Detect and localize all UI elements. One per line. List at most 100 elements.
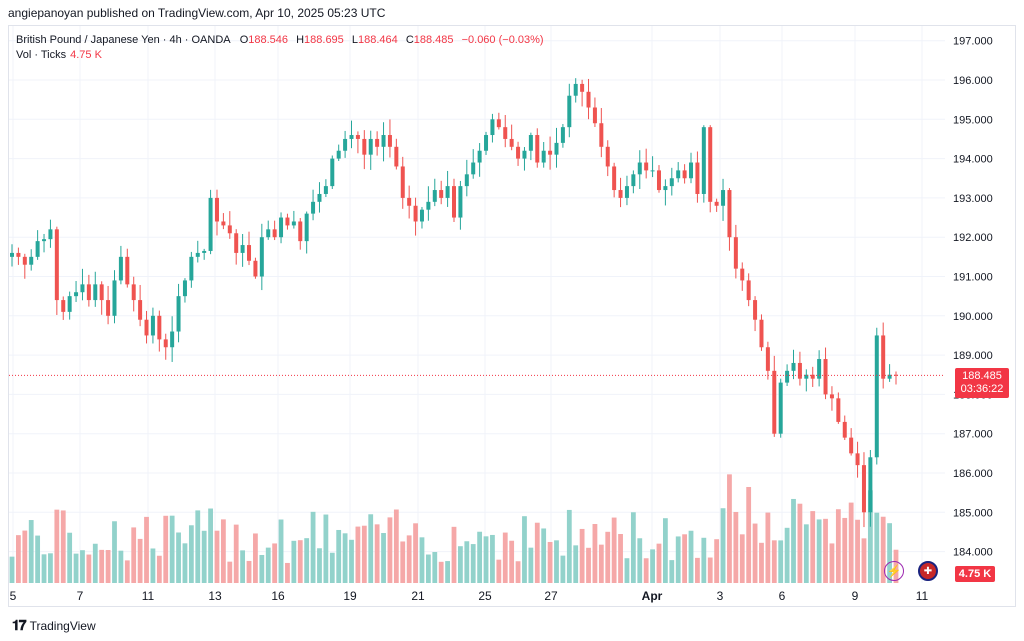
brand-label[interactable]: TradingView — [29, 618, 96, 633]
candle-body — [426, 201, 431, 210]
candle-body — [394, 146, 399, 167]
candle-body — [656, 170, 661, 191]
candle-body — [304, 213, 309, 242]
volume-bar — [880, 516, 886, 583]
volume-bar — [669, 560, 675, 583]
candle-body — [612, 166, 617, 191]
volume-bar — [355, 526, 361, 583]
candle-body — [42, 239, 47, 242]
chart-frame — [8, 25, 1016, 607]
candle-body — [708, 127, 713, 202]
volume-bar — [131, 527, 137, 583]
candle-body — [439, 190, 444, 198]
candle-body — [503, 127, 508, 139]
volume-bar — [361, 525, 367, 583]
volume-bar — [349, 539, 354, 583]
volume-bar — [733, 511, 739, 583]
volume-bar — [765, 512, 771, 583]
candle-body — [644, 162, 649, 171]
volume-bar — [579, 528, 585, 583]
volume-bar — [727, 474, 732, 583]
volume-bar — [874, 512, 880, 583]
candle-body — [118, 256, 123, 281]
volume-bar — [470, 544, 476, 583]
lightning-icon[interactable]: ⚡ — [884, 561, 904, 581]
volume-bar — [483, 536, 489, 583]
volume-bar — [195, 510, 201, 583]
candle-body — [484, 135, 489, 151]
candle-body — [182, 280, 187, 297]
volume-bar — [560, 555, 566, 583]
candle-body — [516, 146, 521, 159]
candle-body — [791, 362, 796, 371]
volume-bar — [656, 543, 662, 583]
low-value: 188.464 — [357, 34, 398, 46]
volume-bar — [253, 533, 258, 583]
volume-bar — [752, 523, 758, 583]
uk-flag-icon[interactable]: ✚ — [918, 561, 938, 581]
volume-bar — [387, 517, 393, 583]
time-tick-label: 13 — [208, 589, 222, 603]
candle-body — [413, 205, 418, 222]
volume-bar — [611, 517, 617, 583]
volume-bar — [714, 539, 720, 583]
candle-body — [259, 237, 264, 277]
candle-body — [144, 319, 149, 336]
volume-bar — [419, 537, 425, 583]
tradingview-logo-icon[interactable]: 𝟏𝟕 — [12, 617, 27, 633]
candle-body — [689, 162, 694, 179]
candle-body — [317, 193, 322, 202]
volume-bar — [317, 548, 322, 583]
candle-body — [887, 374, 892, 379]
candle-body — [548, 150, 553, 155]
price-tick-label: 194.000 — [953, 154, 993, 166]
volume-bar — [272, 543, 278, 583]
candle-body — [279, 217, 284, 238]
volume-legend: Vol · Ticks 4.75 K — [16, 49, 102, 61]
volume-bar — [35, 535, 41, 583]
high-label: H — [296, 34, 305, 46]
candle-body — [86, 284, 91, 301]
candle-body — [419, 209, 424, 222]
volume-bar — [739, 534, 745, 583]
volume-bar — [554, 540, 559, 583]
volume-bar — [144, 516, 149, 583]
volume-bar — [701, 537, 707, 583]
volume-bar — [586, 547, 591, 583]
publisher-line: angiepanoyan published on TradingView.co… — [8, 6, 386, 20]
volume-bar — [406, 535, 412, 583]
volume-bar — [816, 519, 822, 583]
volume-bar — [791, 498, 796, 583]
candle-body — [221, 221, 226, 226]
time-tick-label: 6 — [779, 589, 786, 603]
volume-bar — [695, 557, 700, 583]
volume-bar — [323, 514, 329, 583]
volume-bar — [861, 538, 867, 583]
candle-body — [163, 339, 168, 348]
price-tick-label: 193.000 — [953, 193, 993, 205]
candle-body — [599, 123, 604, 147]
volume-bar — [573, 545, 579, 583]
volume-bar — [291, 540, 297, 583]
candle-body — [407, 197, 412, 206]
volume-bar — [502, 532, 508, 583]
volume-label[interactable]: Vol · Ticks — [16, 49, 67, 61]
price-axis: 197.000 196.000 195.000 194.000 193.000 192.0… — [953, 36, 993, 559]
candle-body — [605, 146, 610, 167]
candle-body — [765, 347, 770, 371]
volume-bar — [240, 550, 246, 583]
candle-body — [195, 252, 200, 257]
last-price-tag: 188.485 03:36:22 — [955, 368, 1009, 398]
candle-body — [208, 197, 213, 251]
time-tick-label: 25 — [478, 589, 492, 603]
price-tick-label: 186.000 — [953, 468, 993, 480]
volume-bar — [867, 490, 873, 583]
price-tick-label: 196.000 — [953, 75, 993, 87]
candle-body — [650, 170, 655, 172]
footer: 𝟏𝟕 TradingView — [12, 617, 96, 634]
volume-bar — [618, 534, 623, 583]
symbol-title[interactable]: British Pound / Japanese Yen · 4h · OAND… — [16, 34, 231, 46]
volume-bar — [182, 543, 188, 583]
candles — [10, 78, 898, 528]
